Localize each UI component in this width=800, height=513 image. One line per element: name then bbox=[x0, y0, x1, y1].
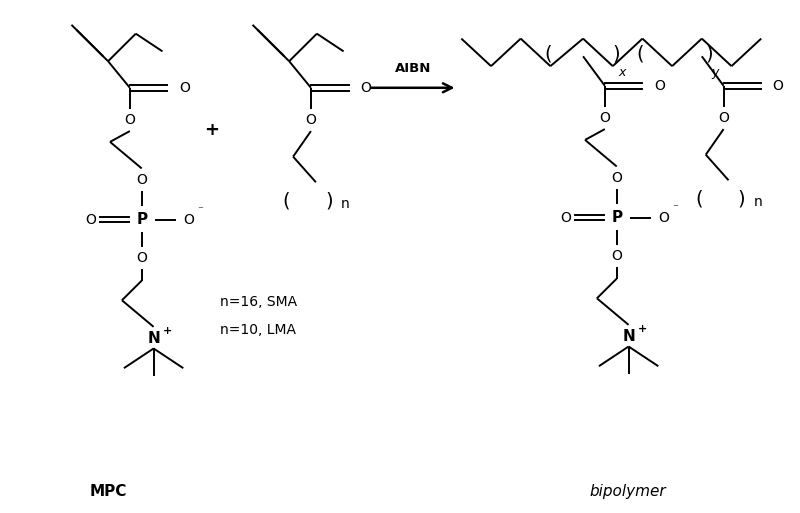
Text: O: O bbox=[658, 211, 669, 225]
Text: ): ) bbox=[325, 191, 333, 210]
Text: bipolymer: bipolymer bbox=[590, 484, 666, 499]
Text: ): ) bbox=[612, 45, 619, 64]
Text: +: + bbox=[638, 324, 647, 334]
Text: O: O bbox=[718, 111, 729, 125]
Text: O: O bbox=[136, 251, 147, 265]
Text: O: O bbox=[599, 111, 610, 125]
Text: O: O bbox=[611, 171, 622, 185]
Text: O: O bbox=[182, 212, 194, 227]
Text: n=10, LMA: n=10, LMA bbox=[220, 323, 296, 337]
Text: N: N bbox=[147, 331, 160, 346]
Text: ⁻: ⁻ bbox=[197, 205, 203, 215]
Text: (: ( bbox=[282, 191, 290, 210]
Text: P: P bbox=[611, 210, 622, 225]
Text: P: P bbox=[136, 212, 147, 227]
Text: O: O bbox=[125, 113, 135, 127]
Text: x: x bbox=[618, 66, 626, 78]
Text: O: O bbox=[773, 79, 783, 93]
Text: +: + bbox=[163, 326, 172, 336]
Text: MPC: MPC bbox=[90, 484, 126, 499]
Text: O: O bbox=[306, 113, 316, 127]
Text: n: n bbox=[754, 195, 762, 209]
Text: (: ( bbox=[637, 45, 644, 64]
Text: AIBN: AIBN bbox=[394, 62, 431, 74]
Text: n=16, SMA: n=16, SMA bbox=[220, 295, 297, 309]
Text: O: O bbox=[136, 173, 147, 187]
Text: ⁻: ⁻ bbox=[672, 203, 678, 213]
Text: (: ( bbox=[695, 189, 702, 208]
Text: O: O bbox=[560, 211, 570, 225]
Text: N: N bbox=[622, 329, 635, 344]
Text: n: n bbox=[341, 197, 350, 211]
Text: O: O bbox=[611, 249, 622, 263]
Text: O: O bbox=[179, 81, 190, 95]
Text: ): ) bbox=[738, 189, 746, 208]
Text: O: O bbox=[360, 81, 371, 95]
Text: O: O bbox=[85, 212, 96, 227]
Text: (: ( bbox=[545, 45, 552, 64]
Text: +: + bbox=[205, 121, 219, 139]
Text: O: O bbox=[654, 79, 665, 93]
Text: ): ) bbox=[705, 45, 713, 64]
Text: y: y bbox=[711, 66, 718, 78]
